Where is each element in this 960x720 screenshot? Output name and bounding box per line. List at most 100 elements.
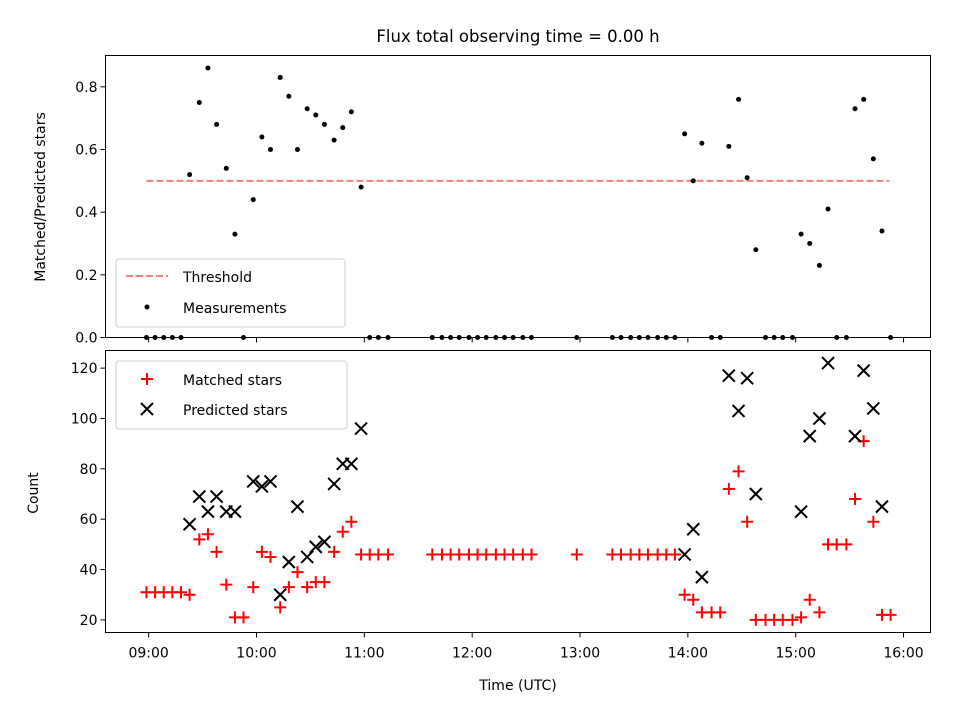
measurement-point [187,172,193,178]
predicted-star-point [866,401,881,416]
predicted-star-point [875,499,889,514]
bottom-x-tick-label: 10:00 [236,646,276,662]
bottom-y-ticks: 20 40 60 80 100 120 [71,361,106,629]
measurement-point [277,74,283,80]
bottom-x-ticks: 09:00 10:00 11:00 12:00 13:00 14:00 15:00 16:00 [128,632,924,662]
top-axes-frame [105,55,931,338]
bottom-plot-marks [140,356,897,626]
measurement-point [321,121,327,127]
matched-star-point [867,515,880,528]
measurement-point [331,137,337,143]
matched-star-point [714,606,727,619]
matched-star-point [220,578,233,591]
bottom-y-tick-label: 20 [80,613,98,629]
predicted-star-point [812,411,827,426]
measurement-point [259,134,265,140]
measurement-point [879,228,885,234]
matched-star-point [741,515,754,528]
measurement-point [682,131,688,137]
measurement-point [358,184,364,190]
measurement-point [286,93,292,99]
matched-star-point [884,608,897,621]
matched-star-point [668,548,681,561]
predicted-star-point [749,487,763,501]
measurement-point [250,197,256,203]
measurement-point [798,231,804,237]
predicted-star-point [327,477,341,491]
matched-star-point [174,586,187,599]
bottom-x-tick-label: 11:00 [344,646,384,662]
measurement-point [753,247,759,253]
predicted-legend-swatch [140,402,154,416]
matched-star-point [274,601,287,614]
top-panel: 0.00.20.40.60.8 Matched/Predicted stars … [33,55,931,347]
predicted-star-point [821,356,835,370]
measurement-point [232,231,238,237]
measurements-legend-label: Measurements [183,301,286,317]
measurement-point [825,206,831,212]
measurement-point [816,262,822,268]
bottom-y-tick-label: 40 [80,563,98,579]
matched-legend-label: Matched stars [183,373,282,389]
predicted-star-point [201,504,215,519]
predicted-star-point [354,421,368,436]
measurement-point [744,175,750,181]
matched-star-point [795,611,808,624]
bottom-y-axis-label: Count [26,472,42,514]
x-axis-label: Time (UTC) [478,678,556,694]
matched-star-point [722,482,735,495]
bottom-x-tick-label: 12:00 [452,646,492,662]
matched-star-point [247,581,260,594]
bottom-x-tick-label: 09:00 [128,646,168,662]
bottom-x-tick-label: 15:00 [776,646,816,662]
matched-star-point [282,581,295,594]
matched-star-point [570,548,583,561]
matched-star-point [525,548,538,561]
chart-title: Flux total observing time = 0.00 h [376,27,659,46]
measurement-point [726,143,732,149]
predicted-star-point [228,504,242,519]
matched-star-point [201,528,214,541]
measurement-point [348,109,354,115]
bottom-axes-frame [105,350,931,633]
predicted-star-point [209,489,224,504]
matched-star-point [291,566,304,579]
top-y-tick-label: 0.8 [75,80,97,96]
top-y-axis-label: Matched/Predicted stars [33,112,49,282]
predicted-star-point [192,489,207,504]
top-x-ticks [148,337,905,343]
predicted-star-point [740,371,754,385]
measurement-point [736,96,742,102]
measurement-point [861,96,867,102]
matched-star-point [336,525,349,538]
bottom-x-tick-label: 14:00 [668,646,708,662]
matched-star-point [786,613,799,626]
bottom-legend-frame [115,360,348,430]
predicted-star-point [309,540,323,554]
matched-star-point [732,465,745,478]
matched-star-point [183,588,196,601]
measurement-point [223,165,229,171]
predicted-star-point [273,588,287,602]
matched-star-point [318,576,331,589]
matched-star-point [803,593,816,606]
predicted-star-point [300,550,314,564]
matched-legend-swatch [141,373,153,385]
measurement-point [852,106,858,112]
bottom-x-tick-label: 16:00 [883,646,923,662]
top-y-ticks: 0.0 0.2 0.4 0.6 0.8 [75,80,106,347]
predicted-star-point [848,429,862,443]
predicted-star-point [722,368,736,383]
predicted-star-point [677,547,692,562]
top-legend-frame [115,258,346,328]
top-y-tick-label: 0.2 [75,268,97,284]
bottom-x-tick-label: 13:00 [560,646,600,662]
predicted-star-point [282,555,296,569]
predicted-star-point [290,499,305,514]
predicted-star-point [263,474,278,489]
matched-star-point [840,538,853,551]
measurement-point [699,140,705,146]
matched-star-point [849,493,862,506]
matched-star-point [687,593,700,606]
measurement-point [205,65,211,71]
